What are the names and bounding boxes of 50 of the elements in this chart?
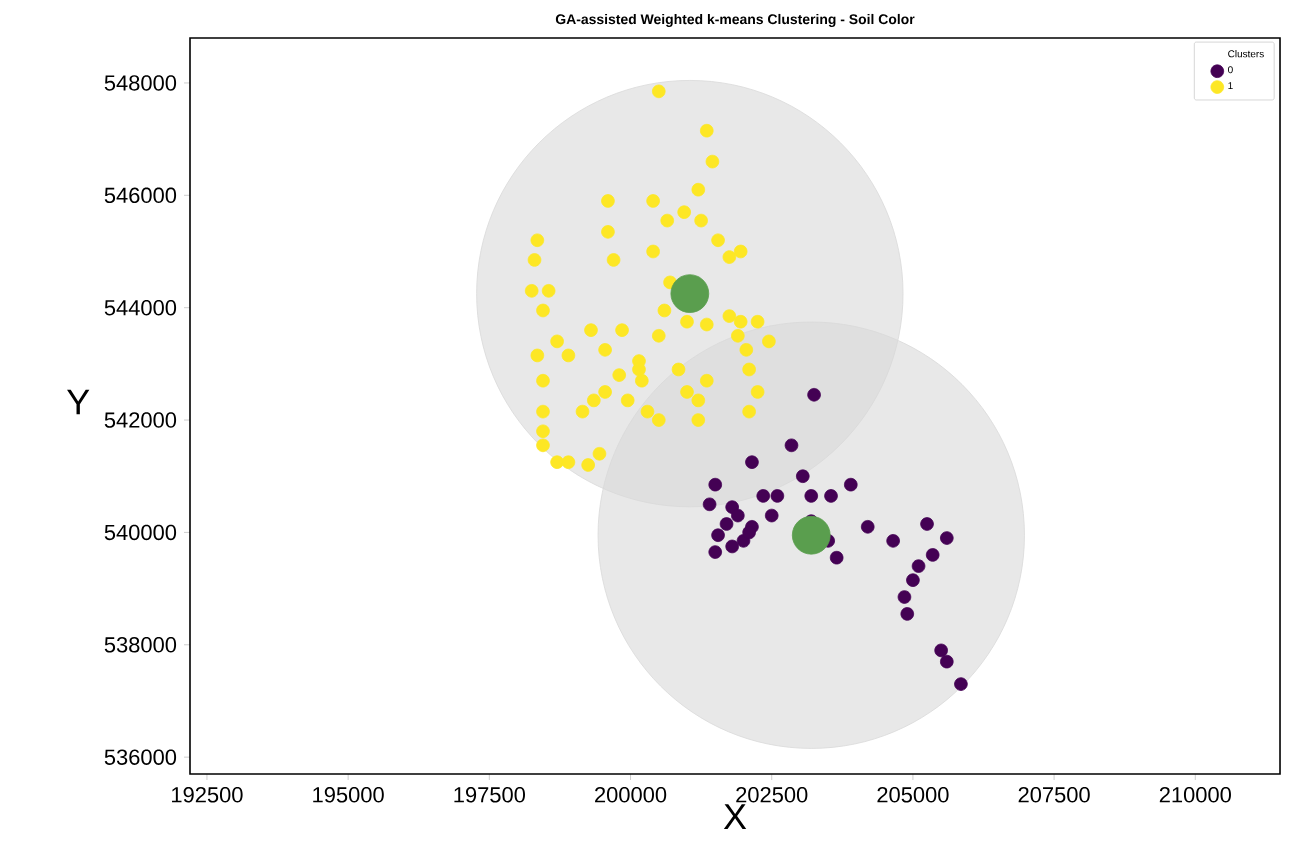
point <box>925 548 940 562</box>
x-tick-label: 197500 <box>454 787 526 803</box>
point <box>824 489 838 503</box>
point <box>940 654 954 669</box>
point <box>670 274 710 313</box>
point <box>897 590 912 604</box>
point <box>711 528 725 542</box>
point <box>886 534 900 548</box>
point <box>804 489 819 503</box>
y-tick-label: 546000 <box>104 187 177 204</box>
point <box>770 489 785 503</box>
point <box>791 515 831 555</box>
y-tick-label: 544000 <box>104 299 177 316</box>
point <box>708 545 723 559</box>
point <box>742 525 756 540</box>
x-tick-label: 200000 <box>595 787 667 803</box>
x-tick-label: 210000 <box>1159 787 1231 803</box>
y-tick-label: 538000 <box>104 637 177 653</box>
point <box>702 497 717 512</box>
point <box>708 477 723 492</box>
point <box>756 489 771 503</box>
x-tick-label: 195000 <box>313 787 384 803</box>
y-tick-label: 542000 <box>104 412 177 428</box>
point <box>764 508 779 523</box>
x-tick-label: 202500 <box>736 787 808 803</box>
y-tick-label: 540000 <box>104 524 177 541</box>
x-axis-title: X <box>723 804 747 829</box>
x-tick-label: 207500 <box>1018 787 1090 803</box>
point <box>829 550 844 565</box>
point <box>844 477 858 492</box>
x-tick-label: 192500 <box>172 787 243 803</box>
point <box>954 677 968 691</box>
point <box>860 520 875 534</box>
point <box>911 559 926 573</box>
point <box>745 455 759 469</box>
point <box>796 469 810 483</box>
point <box>719 517 734 531</box>
point <box>731 508 745 523</box>
y-tick-label: 548000 <box>104 75 177 91</box>
y-axis-title: Y <box>67 389 90 415</box>
y-tick-label: 536000 <box>104 749 177 765</box>
point <box>725 539 739 554</box>
point <box>934 643 948 658</box>
point <box>906 573 920 587</box>
point <box>807 387 821 402</box>
x-tick-label: 205000 <box>877 787 949 803</box>
point <box>900 607 915 621</box>
point <box>940 531 954 545</box>
point <box>784 438 799 453</box>
point <box>920 517 934 531</box>
